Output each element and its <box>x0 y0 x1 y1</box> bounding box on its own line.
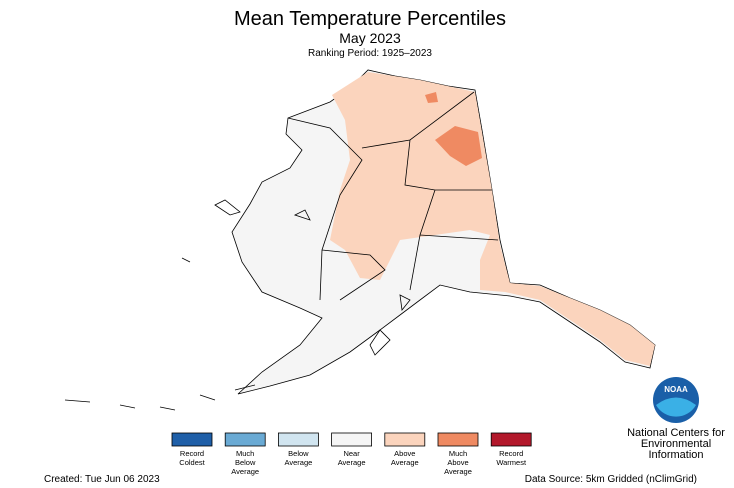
legend-label: Much <box>449 449 467 458</box>
legend-label: Below <box>235 458 256 467</box>
legend-label: Below <box>288 449 309 458</box>
organization-line: Information <box>648 449 703 461</box>
legend-swatch <box>277 432 319 447</box>
alaska-map <box>64 69 656 411</box>
logo-wave <box>656 397 696 417</box>
legend: RecordColdestMuchBelowAverageBelowAverag… <box>171 432 532 476</box>
legend-label: Coldest <box>179 458 205 467</box>
much-above-average-region <box>425 92 482 166</box>
noaa-logo: NOAA <box>653 377 699 423</box>
legend-label: Average <box>391 458 419 467</box>
legend-label: Warmest <box>496 458 527 467</box>
legend-label: Average <box>338 458 366 467</box>
legend-label: Above <box>447 458 468 467</box>
title: Mean Temperature Percentiles <box>234 8 506 30</box>
legend-label: Average <box>284 458 312 467</box>
organization-line: National Centers for <box>627 427 725 439</box>
data-source: Data Source: 5km Gridded (nClimGrid) <box>525 474 697 485</box>
created-date: Created: Tue Jun 06 2023 <box>44 474 160 485</box>
legend-label: Near <box>343 449 360 458</box>
logo-text: NOAA <box>664 385 688 394</box>
legend-label: Much <box>236 449 254 458</box>
division-lines <box>287 91 499 301</box>
legend-swatch <box>224 432 266 447</box>
legend-label: Record <box>180 449 204 458</box>
organization-name: National Centers forEnvironmentalInforma… <box>627 427 725 461</box>
legend-label: Average <box>444 467 472 476</box>
organization-line: Environmental <box>641 438 711 450</box>
legend-swatch <box>384 432 426 447</box>
islands <box>64 199 411 411</box>
legend-swatch <box>490 432 532 447</box>
subtitle: May 2023 <box>339 30 401 46</box>
legend-label: Average <box>231 467 259 476</box>
ranking-period: Ranking Period: 1925–2023 <box>308 48 432 59</box>
legend-swatch <box>331 432 373 447</box>
legend-swatch <box>171 432 213 447</box>
legend-label: Record <box>499 449 523 458</box>
legend-label: Above <box>394 449 415 458</box>
legend-swatch <box>437 432 479 447</box>
above-average-region <box>330 72 655 366</box>
